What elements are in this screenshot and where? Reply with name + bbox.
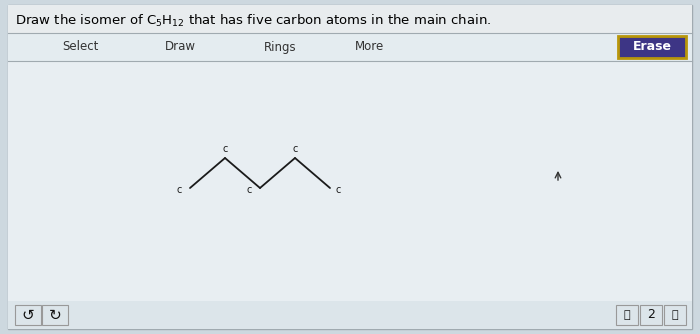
FancyBboxPatch shape (640, 305, 662, 325)
Text: Rings: Rings (264, 40, 296, 53)
FancyBboxPatch shape (15, 305, 41, 325)
FancyBboxPatch shape (618, 36, 686, 58)
Bar (8, 61, 692, 301)
Text: c: c (176, 185, 182, 195)
FancyBboxPatch shape (8, 5, 692, 329)
Bar (8, 301, 692, 329)
Text: More: More (356, 40, 384, 53)
Text: c: c (335, 185, 341, 195)
FancyBboxPatch shape (616, 305, 638, 325)
FancyBboxPatch shape (664, 305, 686, 325)
Bar (8, 33, 692, 61)
Text: c: c (223, 144, 228, 154)
Text: c: c (293, 144, 297, 154)
FancyBboxPatch shape (42, 305, 68, 325)
Text: 🔍: 🔍 (672, 310, 678, 320)
Text: c: c (246, 185, 252, 195)
Text: ↺: ↺ (22, 308, 34, 323)
Text: Select: Select (62, 40, 98, 53)
Text: ↻: ↻ (48, 308, 62, 323)
Text: 🔍: 🔍 (624, 310, 630, 320)
Text: Draw the isomer of $\mathregular{C_5H_{12}}$ that has five carbon atoms in the m: Draw the isomer of $\mathregular{C_5H_{1… (15, 13, 491, 29)
Text: Erase: Erase (633, 40, 671, 53)
Bar (8, 5, 692, 33)
Text: Draw: Draw (164, 40, 195, 53)
Text: 2: 2 (647, 309, 655, 322)
